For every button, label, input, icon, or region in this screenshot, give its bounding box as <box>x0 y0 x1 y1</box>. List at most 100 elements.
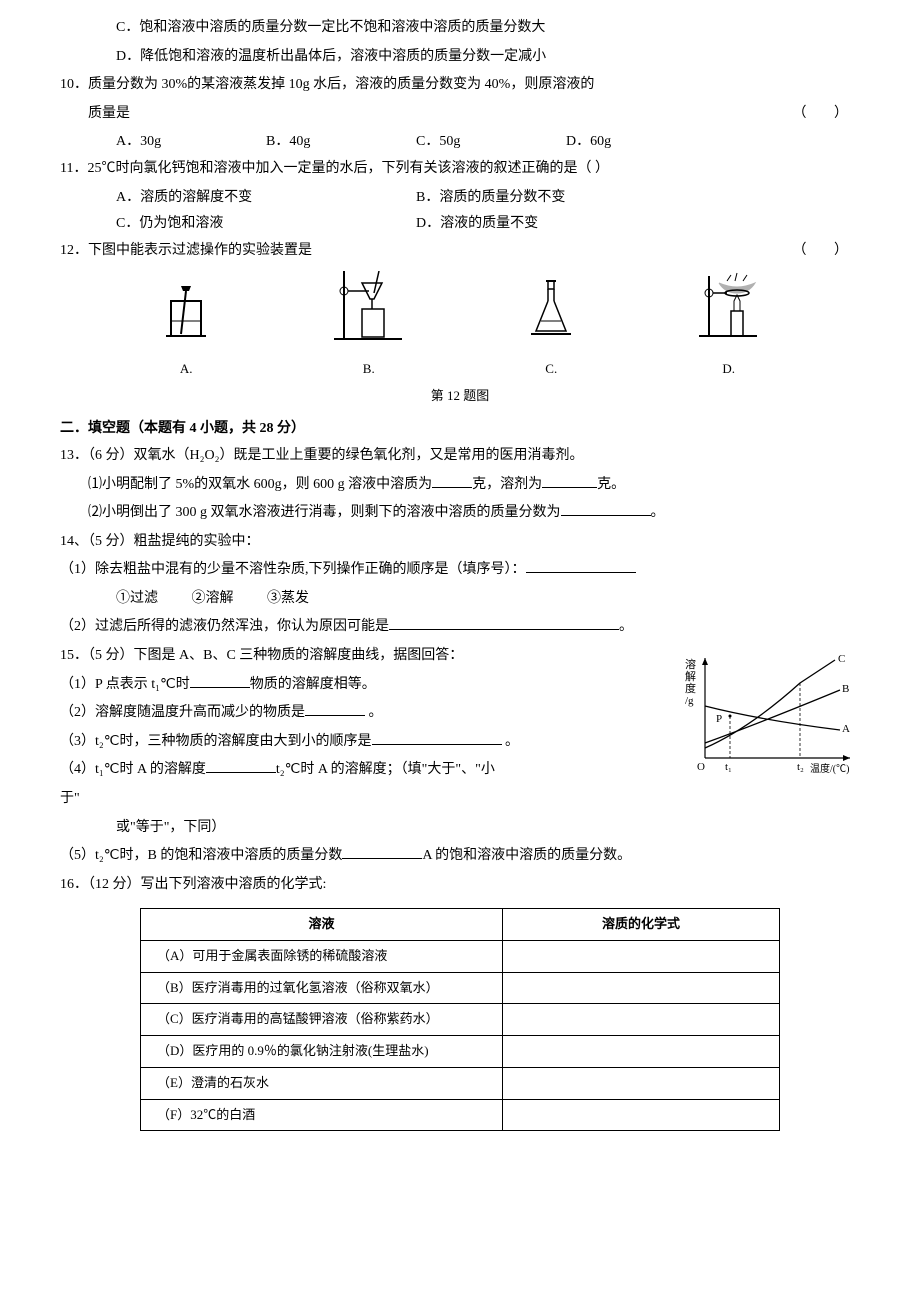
q15-p1b: 物质的溶解度相等。 <box>250 677 376 692</box>
q15-p2a: （2）溶解度随温度升高而减少的物质是 <box>60 705 305 720</box>
q11-stem: 11．25℃时向氯化钙饱和溶液中加入一定量的水后，下列有关该溶液的叙述正确的是（… <box>60 156 860 183</box>
q10-stem-2: 质量是 <box>88 106 130 121</box>
q12-label-a: A. <box>161 357 211 382</box>
q11-opt-d: D．溶液的质量不变 <box>416 211 716 238</box>
q16-stem: 16．（12 分）写出下列溶液中溶质的化学式: <box>60 872 860 899</box>
q16-th1: 溶液 <box>141 909 503 941</box>
q14-blank1[interactable] <box>526 572 636 573</box>
q15-p1: （1）P 点表示 t₁℃时物质的溶解度相等。 <box>60 672 680 699</box>
q16-ansA[interactable] <box>503 941 780 973</box>
q12-label-d: D. <box>699 357 759 382</box>
q16-rowC: （C）医疗消毒用的高锰酸钾溶液（俗称紫药水） <box>141 1004 503 1036</box>
q11-opt-a: A．溶质的溶解度不变 <box>116 185 416 212</box>
q12-label-c: C. <box>526 357 576 382</box>
q12-stem: 12．下图中能表示过滤操作的实验装置是 <box>60 243 312 258</box>
solubility-chart-icon: 溶 解 度 /g O t₁ t₂ 温度/(℃) C B A P <box>680 648 860 778</box>
q16-rowF: （F）32℃的白酒 <box>141 1099 503 1131</box>
q10-opt-a: A．30g <box>116 129 266 156</box>
q15-p4: （4）t₁℃时 A 的溶解度 t₂℃时 A 的溶解度；（填"大于"、"小 <box>60 757 680 784</box>
q15-stem: 15．（5 分）下图是 A、B、C 三种物质的溶解度曲线，据图回答： <box>60 643 680 670</box>
q15-p2: （2）溶解度随温度升高而减少的物质是 。 <box>60 700 680 727</box>
q16-ansE[interactable] <box>503 1067 780 1099</box>
q10-opt-d: D．60g <box>566 129 716 156</box>
q15-blank3[interactable] <box>372 744 502 745</box>
q13-stem: 13．（6 分）双氧水（H₂O₂）既是工业上重要的绿色氧化剂，又是常用的医用消毒… <box>60 443 860 470</box>
q15-p5a: （5）t₂℃时，B 的饱和溶液中溶质的质量分数 <box>60 848 342 863</box>
section-2-title: 二．填空题（本题有 4 小题，共 28 分） <box>60 416 860 443</box>
q15-p3: （3）t₂℃时，三种物质的溶解度由大到小的顺序是 。 <box>60 729 680 756</box>
q9-opt-c: C．饱和溶液中溶质的质量分数一定比不饱和溶液中溶质的质量分数大 <box>60 15 860 42</box>
q12-figures: A. B. C. <box>60 266 860 381</box>
flask-icon <box>526 276 576 341</box>
q13-p2b: 。 <box>651 505 665 520</box>
q12-caption: 第 12 题图 <box>60 384 860 409</box>
svg-text:度: 度 <box>685 681 696 695</box>
q15-p5: （5）t₂℃时，B 的饱和溶液中溶质的质量分数 A 的饱和溶液中溶质的质量分数。 <box>60 843 860 870</box>
q14-s3: ③蒸发 <box>267 591 309 606</box>
q16-ansC[interactable] <box>503 1004 780 1036</box>
table-row: （D）医疗用的 0.9％的氯化钠注射液(生理盐水) <box>141 1036 780 1068</box>
q14-steps: ①过滤 ②溶解 ③蒸发 <box>60 586 860 613</box>
q13-p1c: 克。 <box>597 477 625 492</box>
q16-table: 溶液 溶质的化学式 （A）可用于金属表面除锈的稀硫酸溶液 （B）医疗消毒用的过氧… <box>140 908 780 1131</box>
q11-opt-b: B．溶质的质量分数不变 <box>416 185 716 212</box>
q16-header-row: 溶液 溶质的化学式 <box>141 909 780 941</box>
q16-rowA: （A）可用于金属表面除锈的稀硫酸溶液 <box>141 941 503 973</box>
q15-p4c: 于" <box>60 786 680 813</box>
q11-opt-c: C．仍为饱和溶液 <box>116 211 416 238</box>
svg-text:/g: /g <box>685 695 694 707</box>
funnel-icon <box>334 271 404 341</box>
svg-text:t₂: t₂ <box>797 761 804 773</box>
q15-p3a: （3）t₂℃时，三种物质的溶解度由大到小的顺序是 <box>60 734 372 749</box>
q10-stem-2-row: 质量是 （ ） <box>60 101 860 128</box>
q12-fig-d: D. <box>699 271 759 381</box>
q13-p1: ⑴小明配制了 5%的双氧水 600g，则 600 g 溶液中溶质为 克，溶剂为 克。 <box>60 472 860 499</box>
q15-p4b: t₂℃时 A 的溶解度；（填"大于"、"小 <box>276 762 495 777</box>
svg-text:C: C <box>838 653 845 665</box>
q11-row2: C．仍为饱和溶液 D．溶液的质量不变 <box>60 211 860 238</box>
table-row: （A）可用于金属表面除锈的稀硫酸溶液 <box>141 941 780 973</box>
q13-p1b: 克，溶剂为 <box>472 477 542 492</box>
q16-ansD[interactable] <box>503 1036 780 1068</box>
table-row: （E）澄清的石灰水 <box>141 1067 780 1099</box>
q14-blank2[interactable] <box>389 629 619 630</box>
q15-blank2[interactable] <box>305 715 365 716</box>
q13-p1a: ⑴小明配制了 5%的双氧水 600g，则 600 g 溶液中溶质为 <box>88 477 432 492</box>
q15-layout: 15．（5 分）下图是 A、B、C 三种物质的溶解度曲线，据图回答： （1）P … <box>60 643 860 815</box>
q12-stem-row: 12．下图中能表示过滤操作的实验装置是 （ ） <box>60 238 860 265</box>
q9-opt-d: D．降低饱和溶液的温度析出晶体后，溶液中溶质的质量分数一定减小 <box>60 44 860 71</box>
q14-p2b: 。 <box>619 619 633 634</box>
q16-th2: 溶质的化学式 <box>503 909 780 941</box>
q15-p5b: A 的饱和溶液中溶质的质量分数。 <box>422 848 631 863</box>
q15-blank5[interactable] <box>342 858 422 859</box>
q12-fig-c: C. <box>526 276 576 381</box>
svg-text:溶: 溶 <box>685 657 696 671</box>
q12-paren[interactable]: （ ） <box>793 238 861 265</box>
q10-paren[interactable]: （ ） <box>793 101 861 128</box>
q15-p4a: （4）t₁℃时 A 的溶解度 <box>60 762 206 777</box>
q15-p4d: 或"等于"，下同） <box>60 815 860 842</box>
q14-s1: ①过滤 <box>116 591 158 606</box>
q15-blank1[interactable] <box>190 687 250 688</box>
q12-label-b: B. <box>334 357 404 382</box>
q13-p2: ⑵小明倒出了 300 g 双氧水溶液进行消毒，则剩下的溶液中溶质的质量分数为。 <box>60 500 860 527</box>
svg-text:t₁: t₁ <box>725 761 732 773</box>
q10-opt-b: B．40g <box>266 129 416 156</box>
q15-p3b: 。 <box>502 734 520 749</box>
table-row: （F）32℃的白酒 <box>141 1099 780 1131</box>
svg-text:P: P <box>716 713 722 725</box>
q13-blank3[interactable] <box>561 515 651 516</box>
svg-text:A: A <box>842 723 850 735</box>
q12-fig-b: B. <box>334 271 404 381</box>
q13-blank1[interactable] <box>432 487 472 488</box>
q15-blank4[interactable] <box>206 772 276 773</box>
q14-stem: 14、（5 分）粗盐提纯的实验中： <box>60 529 860 556</box>
q16-ansB[interactable] <box>503 972 780 1004</box>
q13-blank2[interactable] <box>542 487 597 488</box>
q14-s2: ②溶解 <box>192 591 234 606</box>
q14-p1a: （1）除去粗盐中混有的少量不溶性杂质,下列操作正确的顺序是（填序号）： <box>60 562 526 577</box>
q16-ansF[interactable] <box>503 1099 780 1131</box>
q10-stem-1: 10．质量分数为 30%的某溶液蒸发掉 10g 水后，溶液的质量分数变为 40%… <box>60 72 860 99</box>
q16-rowD: （D）医疗用的 0.9％的氯化钠注射液(生理盐水) <box>141 1036 503 1068</box>
q15-p2b: 。 <box>365 705 383 720</box>
